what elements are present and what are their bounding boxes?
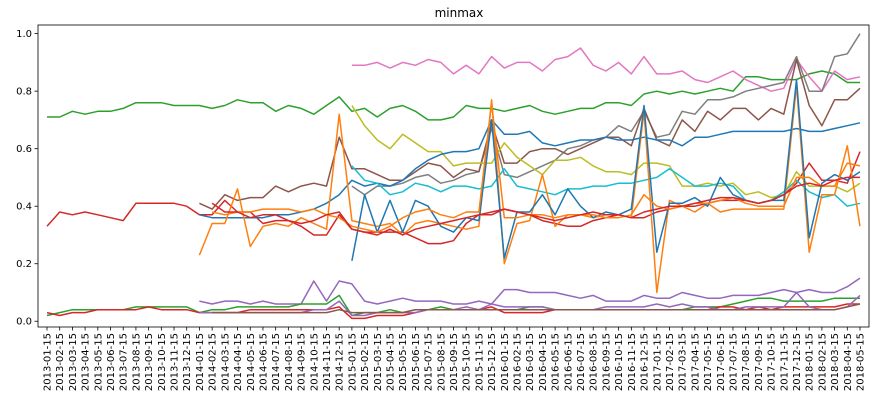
y-tick-label: 1.0: [16, 29, 32, 40]
x-tick-label: 2017-07-15: [728, 333, 739, 391]
x-tick-label: 2016-01-15: [500, 333, 511, 391]
x-tick-label: 2014-02-15: [208, 333, 219, 391]
x-axis: 2013-01-15 2013-02-15 2013-03-15 2013-04-15…: [43, 327, 867, 391]
x-tick-label: 2014-08-15: [284, 333, 295, 391]
x-tick-label: 2018-03-15: [830, 333, 841, 391]
series-line-2: [46, 151, 861, 245]
x-tick-label: 2017-05-15: [703, 333, 714, 391]
x-tick-label: 2018-01-15: [805, 333, 816, 391]
series-line-12: [211, 176, 860, 236]
x-tick-label: 2013-06-15: [106, 333, 117, 391]
y-axis: 0.0 0.2 0.4 0.6 0.8 1.0: [16, 29, 38, 328]
x-tick-label: 2015-06-15: [411, 333, 422, 391]
x-tick-label: 2018-04-15: [843, 333, 854, 391]
x-tick-label: 2017-08-15: [741, 333, 752, 391]
x-tick-label: 2013-10-15: [157, 333, 168, 391]
x-tick-label: 2013-04-15: [81, 333, 92, 391]
x-tick-label: 2017-10-15: [767, 333, 778, 391]
x-tick-label: 2015-04-15: [385, 333, 396, 391]
x-tick-label: 2018-02-15: [817, 333, 828, 391]
x-tick-label: 2015-09-15: [449, 333, 460, 391]
x-tick-label: 2015-08-15: [436, 333, 447, 391]
x-tick-label: 2014-12-15: [335, 333, 346, 391]
y-tick-label: 0.0: [16, 317, 32, 328]
x-tick-label: 2014-06-15: [258, 333, 269, 391]
series-line-5: [199, 58, 861, 210]
x-tick-label: 2015-03-15: [373, 333, 384, 391]
x-tick-label: 2016-05-15: [551, 333, 562, 391]
x-tick-label: 2013-05-15: [93, 333, 104, 391]
x-tick-label: 2013-12-15: [182, 333, 193, 391]
x-tick-label: 2016-07-15: [576, 333, 587, 391]
x-tick-label: 2017-11-15: [779, 333, 790, 391]
x-tick-label: 2015-02-15: [360, 333, 371, 391]
x-tick-label: 2018-05-15: [856, 333, 867, 391]
x-tick-label: 2016-11-15: [627, 333, 638, 391]
x-tick-label: 2017-03-15: [678, 333, 689, 391]
series-line-3: [351, 47, 861, 92]
y-tick-label: 0.4: [16, 202, 32, 213]
x-tick-label: 2015-10-15: [462, 333, 473, 391]
x-tick-label: 2015-07-15: [424, 333, 435, 391]
x-tick-label: 2013-08-15: [131, 333, 142, 391]
series-line-8: [351, 165, 861, 207]
y-tick-label: 0.6: [16, 144, 32, 155]
x-tick-label: 2016-12-15: [640, 333, 651, 391]
series-lines: [46, 33, 861, 320]
x-tick-label: 2013-01-15: [43, 333, 54, 391]
series-line-13: [199, 277, 861, 305]
x-tick-label: 2016-02-15: [513, 333, 524, 391]
x-tick-label: 2017-12-15: [792, 333, 803, 391]
x-tick-label: 2014-07-15: [271, 333, 282, 391]
x-tick-label: 2014-03-15: [220, 333, 231, 391]
x-tick-label: 2015-05-15: [398, 333, 409, 391]
y-tick-label: 0.2: [16, 259, 32, 270]
series-line-14: [46, 294, 860, 317]
x-tick-label: 2014-09-15: [297, 333, 308, 391]
x-tick-label: 2016-06-15: [563, 333, 574, 391]
series-line-11: [211, 101, 861, 233]
x-tick-label: 2016-08-15: [589, 333, 600, 391]
series-line-17: [212, 303, 861, 314]
x-tick-label: 2014-05-15: [246, 333, 257, 391]
x-tick-label: 2016-10-15: [614, 333, 625, 391]
x-tick-label: 2015-01-15: [347, 333, 358, 391]
x-tick-label: 2013-02-15: [55, 333, 66, 391]
x-tick-label: 2017-06-15: [716, 333, 727, 391]
x-tick-label: 2015-11-15: [474, 333, 485, 391]
x-tick-label: 2017-02-15: [665, 333, 676, 391]
chart-title: minmax: [435, 6, 484, 20]
x-tick-label: 2015-12-15: [487, 333, 498, 391]
x-tick-label: 2017-01-15: [652, 333, 663, 391]
x-tick-label: 2016-03-15: [525, 333, 536, 391]
series-line-10: [351, 78, 861, 261]
x-tick-label: 2014-04-15: [233, 333, 244, 391]
x-tick-label: 2013-07-15: [119, 333, 130, 391]
series-line-1: [47, 70, 860, 121]
x-tick-label: 2014-11-15: [322, 333, 333, 391]
series-line-16: [199, 291, 861, 317]
x-tick-label: 2013-09-15: [144, 333, 155, 391]
x-tick-label: 2017-04-15: [690, 333, 701, 391]
x-tick-label: 2014-01-15: [195, 333, 206, 391]
x-tick-label: 2016-04-15: [538, 333, 549, 391]
x-tick-label: 2013-03-15: [68, 333, 79, 391]
x-tick-label: 2013-11-15: [170, 333, 181, 391]
x-tick-label: 2014-10-15: [309, 333, 320, 391]
x-tick-label: 2017-09-15: [754, 333, 765, 391]
y-tick-label: 0.8: [16, 87, 32, 98]
x-tick-label: 2016-09-15: [601, 333, 612, 391]
plot-frame: [37, 24, 870, 328]
